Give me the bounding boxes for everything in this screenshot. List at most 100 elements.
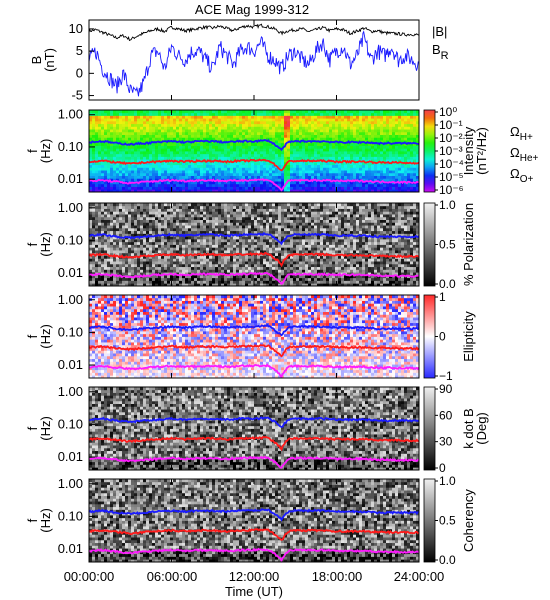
heatmap-cell bbox=[200, 137, 204, 141]
heatmap-cell bbox=[278, 172, 282, 176]
heatmap-cell bbox=[104, 134, 108, 138]
heatmap-cell bbox=[251, 183, 255, 187]
heatmap-cell bbox=[185, 247, 189, 251]
heatmap-cell bbox=[281, 172, 285, 176]
heatmap-cell bbox=[230, 183, 234, 187]
heatmap-cell bbox=[227, 175, 231, 179]
heatmap-cell bbox=[179, 227, 183, 232]
heatmap-cell bbox=[206, 112, 210, 116]
heatmap-cell bbox=[89, 172, 93, 176]
heatmap-cell bbox=[89, 156, 93, 160]
heatmap-cell bbox=[206, 255, 210, 259]
heatmap-cell bbox=[230, 255, 234, 259]
heatmap-cell bbox=[212, 151, 216, 155]
heatmap-cell bbox=[218, 156, 222, 160]
heatmap-cell bbox=[113, 151, 117, 155]
heatmap-cell bbox=[206, 172, 210, 176]
heatmap-cell bbox=[293, 156, 297, 160]
heatmap-cell bbox=[230, 131, 234, 135]
heatmap-cell bbox=[191, 153, 195, 157]
heatmap-cell bbox=[233, 280, 237, 284]
heatmap-cell bbox=[248, 222, 252, 226]
heatmap-cell bbox=[203, 129, 207, 133]
heatmap-cell bbox=[242, 269, 246, 273]
heatmap-cell bbox=[233, 266, 237, 270]
heatmap-cell bbox=[107, 126, 111, 130]
heatmap-cell bbox=[323, 167, 327, 171]
heatmap-cell bbox=[137, 219, 141, 223]
heatmap-cell bbox=[188, 230, 192, 234]
heatmap-cell bbox=[212, 214, 216, 218]
heatmap-cell bbox=[206, 263, 210, 268]
heatmap-cell bbox=[203, 230, 207, 234]
heatmap-cell bbox=[125, 118, 129, 122]
heatmap-cell bbox=[344, 175, 348, 179]
heatmap-cell bbox=[128, 153, 132, 157]
heatmap-cell bbox=[101, 112, 105, 116]
heatmap-cell bbox=[404, 142, 408, 146]
heatmap-cell bbox=[104, 219, 108, 223]
heatmap-cell bbox=[200, 172, 204, 176]
heatmap-cell bbox=[119, 159, 123, 163]
heatmap-cell bbox=[233, 211, 237, 215]
heatmap-cell bbox=[416, 183, 420, 187]
heatmap-cell bbox=[257, 156, 261, 160]
heatmap-cell bbox=[110, 211, 114, 215]
heatmap-cell bbox=[131, 269, 135, 273]
heatmap-cell bbox=[179, 277, 183, 281]
heatmap-cell bbox=[353, 110, 357, 114]
heatmap-cell bbox=[230, 142, 234, 146]
heatmap-cell bbox=[227, 214, 231, 218]
heatmap-cell bbox=[242, 151, 246, 155]
heatmap-cell bbox=[101, 170, 105, 174]
heatmap-cell bbox=[215, 216, 219, 220]
heatmap-cell bbox=[281, 137, 285, 141]
heatmap-cell bbox=[107, 261, 111, 265]
heatmap-cell bbox=[395, 151, 399, 155]
heatmap-cell bbox=[377, 131, 381, 135]
heatmap-cell bbox=[89, 203, 93, 207]
heatmap-cell bbox=[116, 170, 120, 174]
heatmap-cell bbox=[230, 161, 234, 166]
heatmap-cell bbox=[146, 222, 150, 226]
heatmap-cell bbox=[185, 142, 189, 146]
heatmap-cell bbox=[377, 148, 381, 152]
heatmap-cell bbox=[185, 230, 189, 234]
heatmap-cell bbox=[116, 233, 120, 237]
heatmap-cell bbox=[350, 115, 354, 119]
heatmap-cell bbox=[287, 151, 291, 155]
heatmap-cell bbox=[392, 148, 396, 152]
heatmap-cell bbox=[383, 129, 387, 133]
y-axis-label: B(nT) bbox=[29, 48, 57, 72]
heatmap-cell bbox=[200, 153, 204, 157]
heatmap-cell bbox=[200, 280, 204, 284]
heatmap-cell bbox=[245, 225, 249, 229]
heatmap-cell bbox=[413, 145, 417, 149]
heatmap-cell bbox=[230, 230, 234, 234]
heatmap-cell bbox=[401, 164, 405, 168]
heatmap-cell bbox=[179, 148, 183, 152]
heatmap-cell bbox=[278, 118, 282, 122]
heatmap-cell bbox=[194, 161, 198, 166]
heatmap-cell bbox=[245, 145, 249, 149]
heatmap-cell bbox=[101, 263, 105, 268]
heatmap-cell bbox=[215, 208, 219, 212]
heatmap-cell bbox=[248, 153, 252, 157]
heatmap-cell bbox=[98, 216, 102, 220]
heatmap-cell bbox=[302, 175, 306, 179]
heatmap-cell bbox=[344, 172, 348, 176]
heatmap-cell bbox=[203, 227, 207, 232]
heatmap-cell bbox=[338, 148, 342, 152]
heatmap-cell bbox=[152, 241, 156, 245]
heatmap-cell bbox=[95, 131, 99, 135]
heatmap-cell bbox=[305, 175, 309, 179]
heatmap-cell bbox=[263, 123, 267, 127]
heatmap-cell bbox=[143, 164, 147, 168]
heatmap-cell bbox=[230, 211, 234, 215]
heatmap-cell bbox=[161, 115, 165, 119]
heatmap-cell bbox=[194, 205, 198, 209]
heatmap-cell bbox=[161, 112, 165, 116]
heatmap-cell bbox=[404, 110, 408, 114]
heatmap-cell bbox=[209, 280, 213, 284]
heatmap-cell bbox=[386, 145, 390, 149]
